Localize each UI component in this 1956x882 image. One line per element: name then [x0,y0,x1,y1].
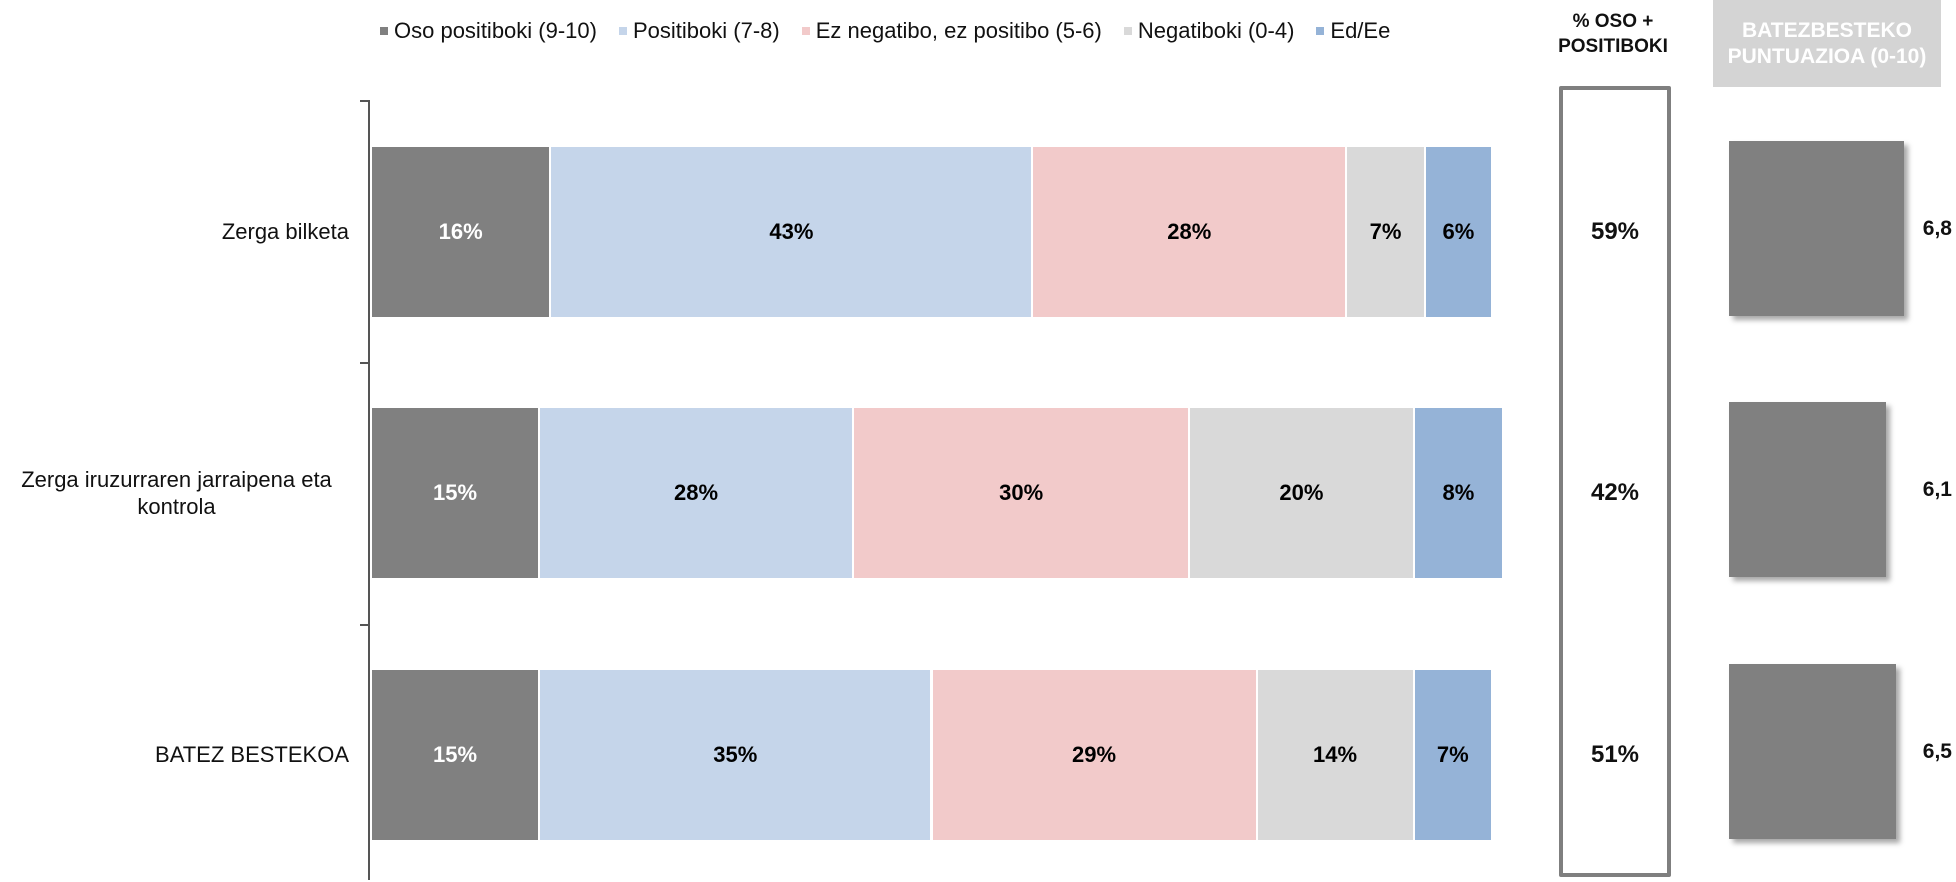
bar-segment: 29% [932,670,1258,840]
data-label: 15% [433,742,478,767]
bar [1729,664,1897,839]
data-label: 6% [1442,219,1475,244]
axis-tick [360,362,370,364]
data-label: 14% [1313,742,1358,767]
legend-swatch [618,27,627,35]
data-label: 59% [1590,218,1640,245]
bar-segment: 7% [1347,147,1426,317]
legend-item: Negatiboki (0-4) [1123,18,1295,44]
data-label: 30% [999,480,1044,505]
data-label: 6,5 [1922,740,1952,763]
data-label: 28% [1167,219,1212,244]
category-row: Zerga bilketa [4,147,349,317]
bar-segment: 28% [1033,147,1348,317]
legend-item: Ed/Ee [1316,18,1390,44]
bar-segment: 6% [1425,147,1493,317]
category-label: Zerga bilketa [221,219,349,245]
bar [1729,402,1886,577]
panel-title: BATEZBESTEKO PUNTUAZIOA (0-10) [1727,19,1927,68]
bar-segment: 28% [540,408,855,578]
data-label: 51% [1590,741,1640,768]
bar-segment: 7% [1414,670,1493,840]
legend-swatch [801,27,810,35]
legend-swatch [1316,27,1325,35]
data-label: 29% [1072,742,1117,767]
category-label: BATEZ BESTEKOA [155,742,349,768]
data-label: 15% [433,480,478,505]
data-label: 7% [1436,742,1469,767]
data-label: 42% [1590,479,1640,506]
panel-frame [1559,86,1671,877]
bar-segment: 43% [551,147,1034,317]
legend-label: Ez negatibo, ez positibo (5-6) [815,18,1102,43]
legend-label: Oso positiboki (9-10) [394,18,597,43]
legend-label: Negatiboki (0-4) [1137,18,1295,43]
bar-segment: 16% [372,147,552,317]
axis-line [368,100,370,880]
category-label: Zerga iruzurraren jarraipena eta kontrol… [21,466,332,520]
legend-label: Ed/Ee [1330,18,1391,43]
legend-label: Positiboki (7-8) [632,18,780,43]
bar-segment: 30% [854,408,1191,578]
data-label: 8% [1442,480,1475,505]
data-label: 7% [1369,219,1402,244]
axis-tick [360,624,370,626]
data-label: 6,1 [1922,478,1952,501]
data-label: 6,8 [1922,217,1952,240]
category-row: BATEZ BESTEKOA [4,670,349,840]
data-label: 43% [769,219,814,244]
legend-item: Oso positiboki (9-10) [380,18,597,44]
legend: Oso positiboki (9-10) Positiboki (7-8) Ez … [380,18,1390,44]
bar-segment: 35% [540,670,933,840]
panel-header: BATEZBESTEKO PUNTUAZIOA (0-10) [1713,0,1941,87]
bar-segment: 8% [1414,408,1505,578]
bar-segment: 15% [372,408,541,578]
panel-title: % OSO + POSITIBOKI [1558,11,1668,57]
legend-item: Positiboki (7-8) [618,18,780,44]
bar-segment: 14% [1257,670,1415,840]
bar-segment: 20% [1190,408,1415,578]
data-label: 20% [1279,480,1324,505]
axis-tick [360,100,370,102]
data-label: 28% [674,480,719,505]
legend-swatch [1123,27,1132,35]
legend-item: Ez negatibo, ez positibo (5-6) [801,18,1102,44]
category-row: Zerga iruzurraren jarraipena eta kontrol… [4,408,349,578]
legend-swatch [380,27,388,35]
data-label: 35% [713,742,758,767]
data-label: 16% [438,219,483,244]
bar-segment: 15% [372,670,541,840]
bar [1729,141,1904,316]
